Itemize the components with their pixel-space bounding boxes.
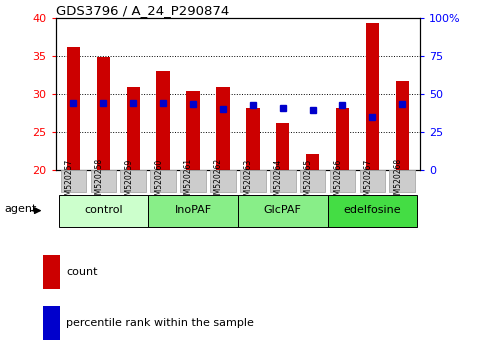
FancyBboxPatch shape (238, 195, 327, 227)
Bar (127, 87, 140, 170)
FancyBboxPatch shape (180, 170, 206, 193)
Bar (246, 108, 259, 170)
Text: GSM520258: GSM520258 (94, 158, 103, 205)
Bar (43, 306, 60, 340)
Text: GSM520266: GSM520266 (333, 158, 342, 205)
FancyBboxPatch shape (270, 170, 296, 193)
Text: GSM520268: GSM520268 (393, 158, 402, 205)
Bar (156, 71, 170, 170)
Text: GSM520267: GSM520267 (363, 158, 372, 205)
Text: GSM520259: GSM520259 (124, 158, 133, 205)
FancyBboxPatch shape (148, 195, 238, 227)
Bar (186, 91, 200, 170)
Text: percentile rank within the sample: percentile rank within the sample (66, 318, 254, 328)
Text: GSM520264: GSM520264 (274, 158, 283, 205)
Text: agent: agent (4, 204, 37, 214)
Bar (396, 81, 409, 170)
Text: GSM520262: GSM520262 (214, 158, 223, 205)
Bar (216, 87, 229, 170)
FancyBboxPatch shape (389, 170, 415, 193)
FancyBboxPatch shape (61, 170, 86, 193)
Bar (67, 47, 80, 170)
FancyBboxPatch shape (90, 170, 116, 193)
Bar (276, 123, 289, 170)
FancyBboxPatch shape (150, 170, 176, 193)
Text: GSM520260: GSM520260 (154, 158, 163, 205)
FancyBboxPatch shape (359, 170, 385, 193)
Bar (306, 154, 319, 170)
Text: GDS3796 / A_24_P290874: GDS3796 / A_24_P290874 (56, 4, 229, 17)
Text: GSM520261: GSM520261 (184, 158, 193, 205)
Bar (97, 57, 110, 170)
Bar (366, 23, 379, 170)
Text: GlcPAF: GlcPAF (264, 205, 302, 215)
FancyBboxPatch shape (329, 170, 355, 193)
Text: InoPAF: InoPAF (174, 205, 212, 215)
FancyBboxPatch shape (300, 170, 326, 193)
FancyBboxPatch shape (327, 195, 417, 227)
Bar (336, 108, 349, 170)
Text: count: count (66, 267, 98, 277)
Text: control: control (84, 205, 123, 215)
FancyBboxPatch shape (240, 170, 266, 193)
FancyBboxPatch shape (120, 170, 146, 193)
FancyBboxPatch shape (210, 170, 236, 193)
Text: GSM520263: GSM520263 (244, 158, 253, 205)
FancyBboxPatch shape (58, 195, 148, 227)
Text: GSM520257: GSM520257 (64, 158, 73, 205)
Bar (43, 255, 60, 289)
Text: GSM520265: GSM520265 (304, 158, 313, 205)
Text: edelfosine: edelfosine (343, 205, 401, 215)
